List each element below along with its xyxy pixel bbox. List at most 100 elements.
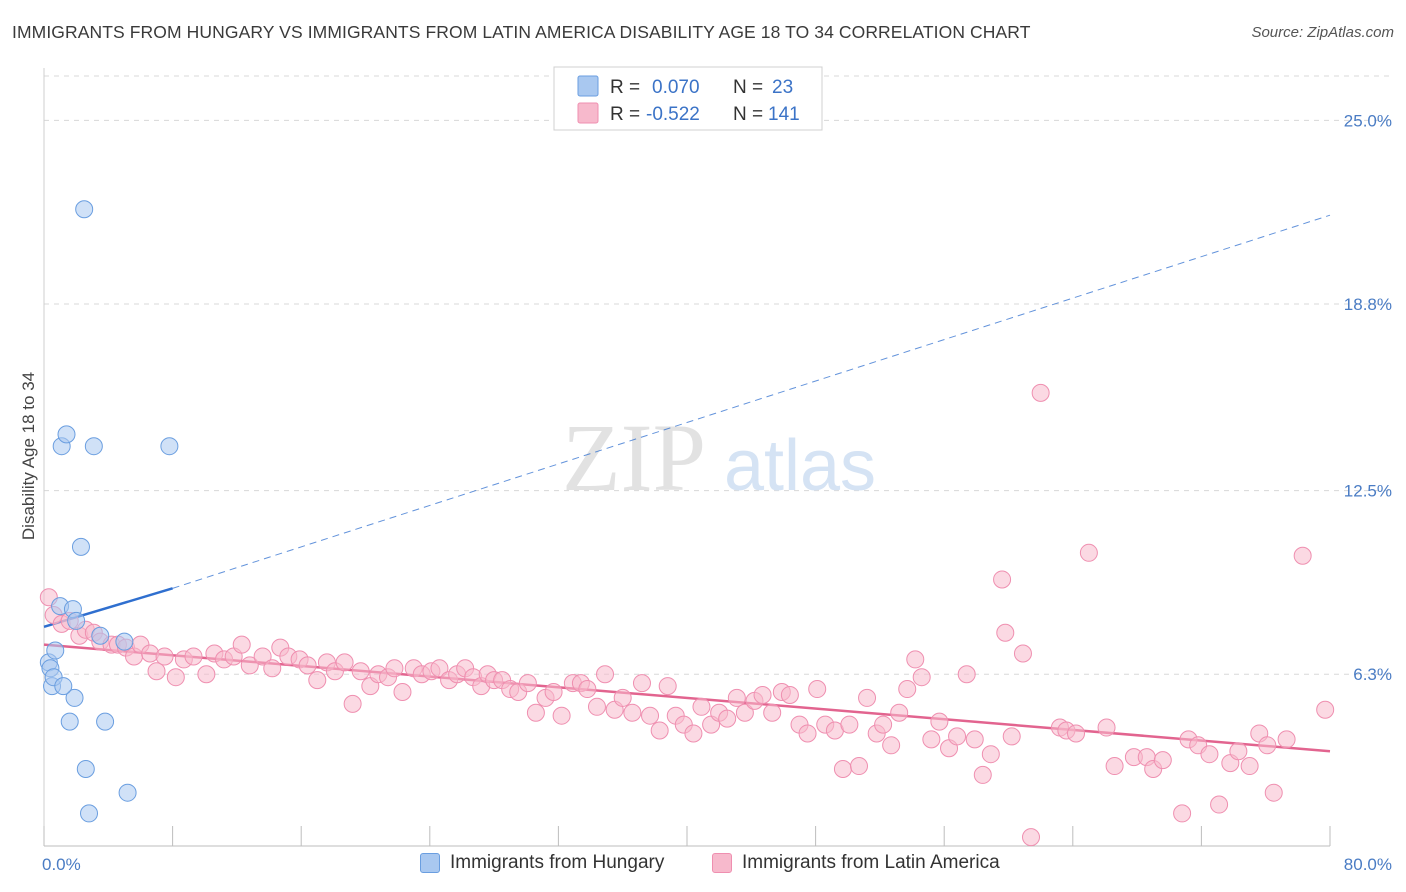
- y-tick-label: 18.8%: [1344, 295, 1392, 314]
- legend-n-value-hungary: 23: [772, 77, 793, 98]
- latam-point: [1153, 751, 1172, 770]
- latam-point: [335, 653, 354, 672]
- latam-point: [351, 662, 370, 681]
- legend-swatch-latam-bottom: [712, 853, 732, 873]
- latam-point: [906, 650, 925, 669]
- latam-point: [898, 680, 917, 699]
- latam-point: [763, 703, 782, 722]
- grid-lines: [44, 75, 1392, 675]
- latam-point: [1210, 795, 1229, 814]
- latam-point: [1097, 718, 1116, 737]
- latam-point: [578, 680, 597, 699]
- latam-point: [141, 644, 160, 663]
- latam-point: [613, 688, 632, 707]
- hungary-point: [71, 537, 90, 556]
- latam-point: [1067, 724, 1086, 743]
- latam-point: [798, 724, 817, 743]
- y-axis-title: Disability Age 18 to 34: [19, 372, 38, 540]
- series-hungary-points: [39, 200, 179, 823]
- latam-point: [840, 715, 859, 734]
- watermark-atlas: atlas: [724, 426, 876, 506]
- hungary-point: [160, 437, 179, 456]
- latam-point: [1264, 783, 1283, 802]
- latam-point: [948, 727, 967, 746]
- latam-point: [735, 703, 754, 722]
- legend-n-label-latam: N =: [733, 104, 763, 125]
- hungary-trend-extended: [172, 214, 1331, 589]
- latam-point: [882, 736, 901, 755]
- latam-point: [650, 721, 669, 740]
- hungary-point: [65, 688, 84, 707]
- hungary-point: [67, 611, 86, 630]
- series-legend: Immigrants from Hungary Immigrants from …: [0, 852, 1406, 878]
- latam-point: [753, 685, 772, 704]
- latam-point: [993, 570, 1012, 589]
- latam-point: [393, 683, 412, 701]
- latam-point: [658, 677, 677, 696]
- hungary-point: [115, 632, 134, 651]
- latam-point: [922, 730, 941, 749]
- latam-point: [1229, 742, 1248, 761]
- hungary-point: [84, 437, 103, 456]
- y-tick-label: 12.5%: [1344, 482, 1392, 501]
- latam-point: [1105, 757, 1124, 776]
- latam-point: [718, 709, 737, 728]
- watermark: ZIP atlas: [562, 404, 876, 511]
- latam-point: [1258, 736, 1277, 755]
- latam-point: [552, 706, 571, 725]
- latam-point: [632, 674, 651, 693]
- latam-point: [1022, 828, 1041, 847]
- x-tick-label-min: 0.0%: [42, 855, 81, 874]
- latam-point: [518, 674, 537, 693]
- legend-swatch-hungary-bottom: [420, 853, 440, 873]
- latam-point: [155, 647, 174, 666]
- latam-point: [858, 688, 877, 707]
- legend-r-label-hungary: R =: [610, 77, 640, 98]
- latam-point: [692, 697, 711, 716]
- latam-point: [973, 765, 992, 784]
- latam-point: [833, 760, 852, 778]
- latam-point: [253, 647, 272, 666]
- latam-point: [1002, 727, 1021, 746]
- legend-swatch-latam: [577, 102, 599, 124]
- latam-point: [1240, 757, 1259, 776]
- latam-point: [1200, 745, 1219, 764]
- axes: [43, 68, 1331, 847]
- latam-point: [1277, 730, 1296, 749]
- latam-point: [684, 724, 703, 743]
- latam-point: [298, 656, 317, 675]
- latam-point: [526, 703, 545, 722]
- latam-point: [1293, 546, 1312, 565]
- hungary-point: [57, 425, 76, 444]
- hungary-point: [60, 712, 79, 731]
- chart-title: IMMIGRANTS FROM HUNGARY VS IMMIGRANTS FR…: [12, 22, 1031, 42]
- latam-point: [430, 659, 449, 678]
- hungary-point: [80, 804, 99, 823]
- latam-point: [965, 730, 984, 749]
- latam-point: [587, 697, 606, 716]
- legend-label-hungary: Immigrants from Hungary: [450, 852, 665, 873]
- x-tick-label-max: 80.0%: [1344, 855, 1392, 874]
- latam-point: [166, 668, 185, 687]
- latam-point: [385, 659, 404, 678]
- latam-point: [874, 715, 893, 734]
- hungary-point: [76, 760, 95, 778]
- latam-point: [727, 688, 746, 707]
- latam-point: [184, 647, 203, 666]
- latam-point: [308, 671, 327, 690]
- legend-r-label-latam: R =: [610, 104, 640, 125]
- latam-point: [1316, 700, 1335, 719]
- latam-point: [981, 745, 1000, 764]
- hungary-point: [91, 626, 110, 645]
- legend-label-latam: Immigrants from Latin America: [742, 852, 1000, 873]
- latam-point: [263, 659, 282, 678]
- hungary-point: [54, 677, 73, 696]
- latam-point: [850, 757, 869, 776]
- legend-swatch-hungary: [577, 75, 599, 97]
- latam-point: [596, 665, 615, 684]
- latam-point: [890, 703, 909, 722]
- latam-point: [147, 662, 166, 681]
- latam-point: [957, 665, 976, 684]
- latam-point: [1031, 383, 1050, 402]
- latam-point: [343, 694, 362, 713]
